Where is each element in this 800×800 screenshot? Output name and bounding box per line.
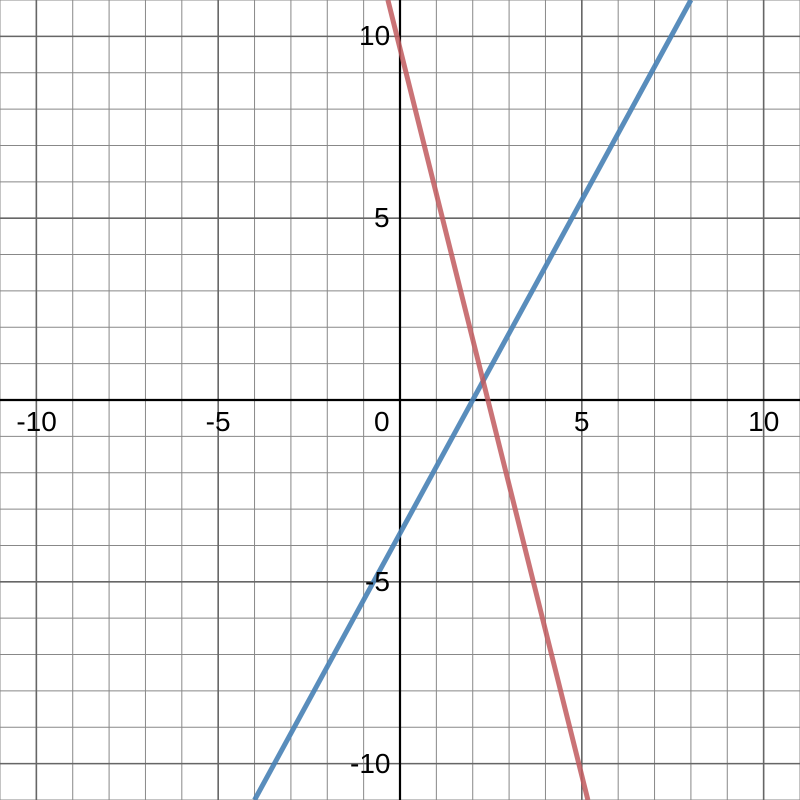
y-tick-label-10: 10: [359, 20, 390, 52]
y-tick-label--5: -5: [365, 566, 390, 598]
x-tick-label-10: 10: [748, 406, 779, 438]
y-tick-label-5: 5: [374, 202, 390, 234]
x-tick-label--5: -5: [206, 406, 231, 438]
coordinate-plane-chart: -10 -5 0 5 10 10 5 -5 -10: [0, 0, 800, 800]
y-tick-label--10: -10: [350, 748, 390, 780]
grid-layer: [0, 0, 800, 800]
x-tick-label-5: 5: [574, 406, 590, 438]
x-tick-label-0: 0: [374, 406, 390, 438]
x-tick-label--10: -10: [16, 406, 56, 438]
